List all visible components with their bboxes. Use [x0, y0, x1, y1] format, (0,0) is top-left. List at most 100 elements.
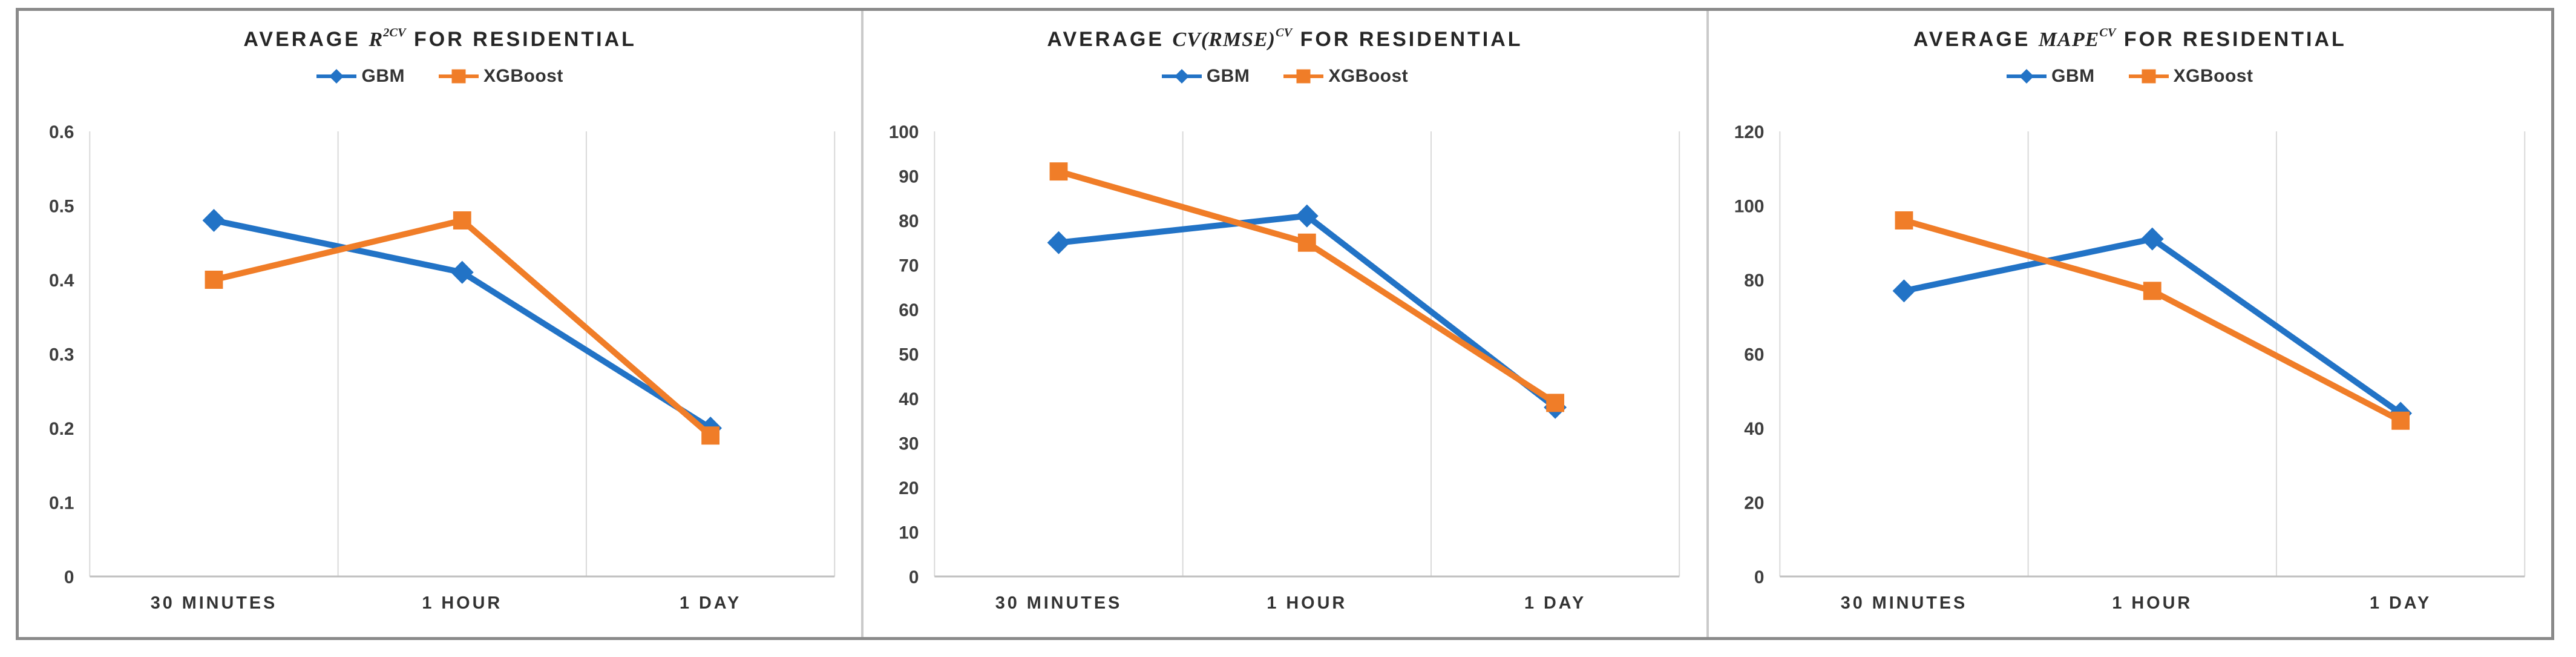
diamond-marker-icon	[329, 68, 344, 84]
gbm-line-diamond-icon	[2007, 68, 2047, 84]
y-tick-label: 0.4	[49, 271, 74, 291]
y-tick-label: 80	[1744, 271, 1764, 291]
chart-legend: GBM XGBoost	[1161, 66, 1408, 87]
xgboost-line-square-icon	[2128, 69, 2169, 84]
chart-title-mape: AVERAGE MAPECV FOR RESIDENTIAL	[1913, 25, 2347, 51]
data-point-square-xgboost	[205, 271, 223, 289]
title-prefix: AVERAGE	[1913, 28, 2039, 51]
y-tick-label: 40	[899, 389, 919, 409]
series-line-gbm	[1901, 236, 2404, 417]
x-category-label: 1 HOUR	[422, 593, 503, 613]
y-tick-label: 30	[899, 434, 919, 454]
x-category-label: 1 DAY	[680, 593, 741, 613]
gbm-line-diamond-icon	[1161, 68, 1202, 84]
legend-item-gbm: GBM	[1161, 66, 1250, 87]
data-point-square-xgboost	[701, 426, 720, 445]
y-tick-label: 10	[899, 523, 919, 543]
y-tick-label: 40	[1744, 419, 1764, 439]
data-point-square-xgboost	[1298, 233, 1317, 252]
title-suffix: FOR RESIDENTIAL	[2116, 28, 2347, 51]
figure-frame: AVERAGE R2CV FOR RESIDENTIAL GBM XGBoost…	[16, 8, 2554, 640]
square-marker-icon	[451, 69, 466, 84]
y-tick-label: 0.5	[49, 196, 74, 216]
series-line-gbm	[211, 217, 714, 431]
title-suffix: FOR RESIDENTIAL	[405, 28, 637, 51]
legend-item-xgboost: XGBoost	[438, 66, 563, 87]
panel-r2cv: AVERAGE R2CV FOR RESIDENTIAL GBM XGBoost…	[19, 11, 862, 637]
title-math: MAPECV	[2038, 25, 2116, 51]
y-tick-label: 120	[1734, 122, 1765, 142]
y-tick-label: 0	[909, 567, 919, 587]
legend-item-xgboost: XGBoost	[2128, 66, 2253, 87]
data-point-diamond-gbm	[202, 209, 226, 232]
y-tick-label: 60	[1744, 345, 1764, 365]
legend-item-gbm: GBM	[2007, 66, 2095, 87]
title-math: CV(RMSE)CV	[1172, 25, 1293, 51]
x-category-label: 30 MINUTES	[151, 593, 278, 613]
xgboost-line-square-icon	[438, 69, 479, 84]
panel-cvrmse: AVERAGE CV(RMSE)CV FOR RESIDENTIAL GBM X…	[861, 11, 1706, 637]
title-superscript: CV	[1276, 25, 1293, 39]
x-category-label: 1 DAY	[1525, 593, 1587, 613]
panel-mape: AVERAGE MAPECV FOR RESIDENTIAL GBM XGBoo…	[1706, 11, 2551, 637]
x-category-label: 1 HOUR	[2112, 593, 2192, 613]
data-point-square-xgboost	[453, 211, 471, 229]
legend-label-xgboost: XGBoost	[483, 66, 563, 86]
y-tick-label: 90	[899, 167, 919, 187]
line-chart-r2cv: 0.6 0.5 0.4 0.3 0.2 0.1 0 30 MINUTES 1 HOUR 1 DAY	[49, 122, 836, 613]
chart-title-cvrmse: AVERAGE CV(RMSE)CV FOR RESIDENTIAL	[1047, 25, 1523, 51]
y-tick-label: 50	[899, 345, 919, 365]
data-point-square-xgboost	[1050, 162, 1068, 181]
legend-label-gbm: GBM	[2051, 66, 2095, 86]
square-marker-icon	[2142, 69, 2156, 84]
title-prefix: AVERAGE	[1047, 28, 1173, 51]
y-tick-label: 20	[899, 478, 919, 498]
y-tick-label: 100	[889, 122, 919, 142]
data-point-square-xgboost	[1895, 211, 1913, 229]
title-math-base: MAPE	[2038, 28, 2100, 51]
title-math: R2CV	[369, 25, 406, 51]
line-chart-mape: 120 100 80 60 40 20 0 30 MINUTES 1 HOUR 1 DAY	[1734, 122, 2526, 613]
data-point-square-xgboost	[2391, 411, 2410, 430]
title-superscript: 2CV	[383, 25, 406, 39]
y-tick-label: 0	[1754, 567, 1765, 587]
title-math-base: R	[369, 28, 384, 51]
y-tick-label: 80	[899, 211, 919, 231]
x-category-label: 1 DAY	[2370, 593, 2431, 613]
data-point-square-xgboost	[1546, 394, 1565, 412]
data-point-diamond-gbm	[1047, 231, 1070, 254]
y-tick-label: 70	[899, 256, 919, 276]
data-point-square-xgboost	[2143, 282, 2161, 300]
title-math-base: CV(RMSE)	[1172, 28, 1276, 51]
y-tick-label: 0.3	[49, 345, 74, 365]
title-prefix: AVERAGE	[243, 28, 369, 51]
x-category-label: 30 MINUTES	[995, 593, 1122, 613]
diamond-marker-icon	[1174, 68, 1189, 84]
chart-legend: GBM XGBoost	[316, 66, 563, 87]
legend-label-xgboost: XGBoost	[1328, 66, 1409, 86]
square-marker-icon	[1296, 69, 1311, 84]
series-line-xgboost	[211, 217, 714, 439]
diamond-marker-icon	[2019, 68, 2034, 84]
gbm-line-diamond-icon	[316, 68, 357, 84]
y-tick-label: 0	[64, 567, 74, 587]
legend-label-gbm: GBM	[361, 66, 405, 86]
y-tick-label: 100	[1734, 196, 1765, 216]
y-tick-label: 0.6	[49, 122, 74, 142]
legend-item-gbm: GBM	[316, 66, 405, 87]
x-category-label: 1 HOUR	[1267, 593, 1348, 613]
title-superscript: CV	[2099, 25, 2116, 39]
data-point-diamond-gbm	[451, 260, 474, 284]
legend-item-xgboost: XGBoost	[1283, 66, 1408, 87]
title-suffix: FOR RESIDENTIAL	[1292, 28, 1523, 51]
y-tick-label: 0.2	[49, 419, 74, 439]
x-category-label: 30 MINUTES	[1841, 593, 1968, 613]
xgboost-line-square-icon	[1283, 69, 1324, 84]
legend-label-xgboost: XGBoost	[2173, 66, 2253, 86]
chart-title-r2cv: AVERAGE R2CV FOR RESIDENTIAL	[243, 25, 637, 51]
legend-label-gbm: GBM	[1206, 66, 1250, 86]
y-tick-label: 60	[899, 300, 919, 320]
y-tick-label: 0.1	[49, 493, 74, 513]
